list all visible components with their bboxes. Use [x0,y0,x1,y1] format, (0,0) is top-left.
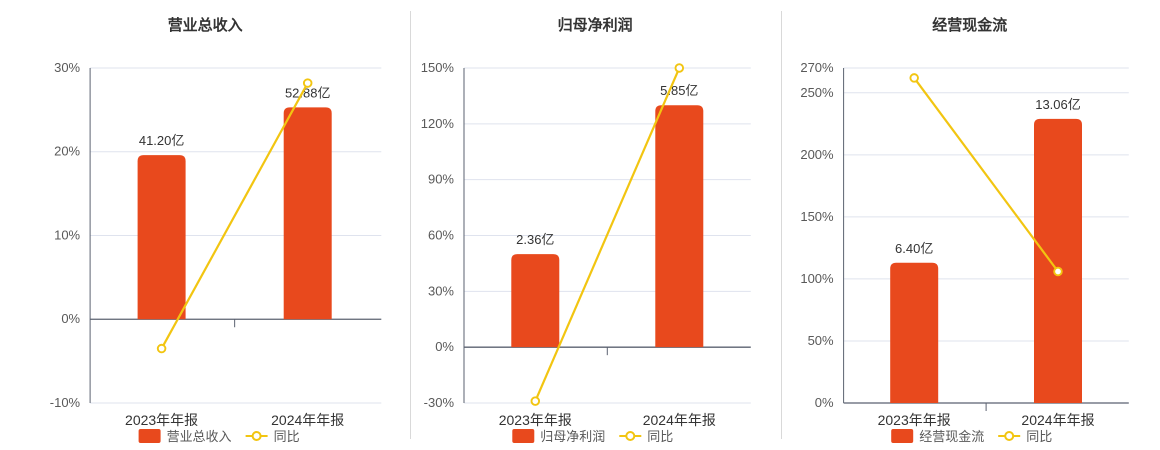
svg-text:150%: 150% [421,60,455,75]
svg-text:2024年年报: 2024年年报 [1022,412,1095,428]
svg-text:经营现金流: 经营现金流 [933,16,1008,34]
svg-text:270%: 270% [801,60,835,75]
svg-text:同比: 同比 [1027,429,1053,444]
svg-text:0%: 0% [436,339,455,354]
svg-text:50%: 50% [808,333,834,348]
svg-text:250%: 250% [801,85,835,100]
svg-text:同比: 同比 [274,429,300,444]
svg-text:经营现金流: 经营现金流 [920,429,985,444]
svg-text:30%: 30% [54,60,80,75]
svg-text:0%: 0% [61,311,80,326]
svg-text:30%: 30% [428,283,454,298]
svg-text:20%: 20% [54,144,80,159]
svg-text:100%: 100% [801,271,835,286]
svg-text:120%: 120% [421,116,455,131]
svg-text:营业总收入: 营业总收入 [167,429,232,444]
svg-text:同比: 同比 [648,429,674,444]
svg-text:5.85亿: 5.85亿 [660,83,698,98]
svg-text:10%: 10% [54,227,80,242]
svg-text:6.40亿: 6.40亿 [896,241,934,256]
svg-text:41.20亿: 41.20亿 [139,133,184,148]
svg-text:-10%: -10% [50,395,81,410]
svg-text:200%: 200% [801,147,835,162]
svg-text:2.36亿: 2.36亿 [516,232,554,247]
svg-text:归母净利润: 归母净利润 [541,429,606,444]
svg-text:150%: 150% [801,209,835,224]
svg-text:2023年年报: 2023年年报 [499,412,572,428]
svg-text:90%: 90% [428,172,454,187]
svg-text:0%: 0% [815,395,834,410]
svg-text:-30%: -30% [424,395,455,410]
svg-text:13.06亿: 13.06亿 [1036,97,1082,112]
svg-text:2023年年报: 2023年年报 [878,412,951,428]
svg-text:营业总收入: 营业总收入 [168,16,243,34]
svg-text:2023年年报: 2023年年报 [125,412,198,428]
svg-text:2024年年报: 2024年年报 [271,412,344,428]
svg-text:2024年年报: 2024年年报 [643,412,716,428]
svg-text:归母净利润: 归母净利润 [558,16,633,34]
svg-text:60%: 60% [428,227,454,242]
